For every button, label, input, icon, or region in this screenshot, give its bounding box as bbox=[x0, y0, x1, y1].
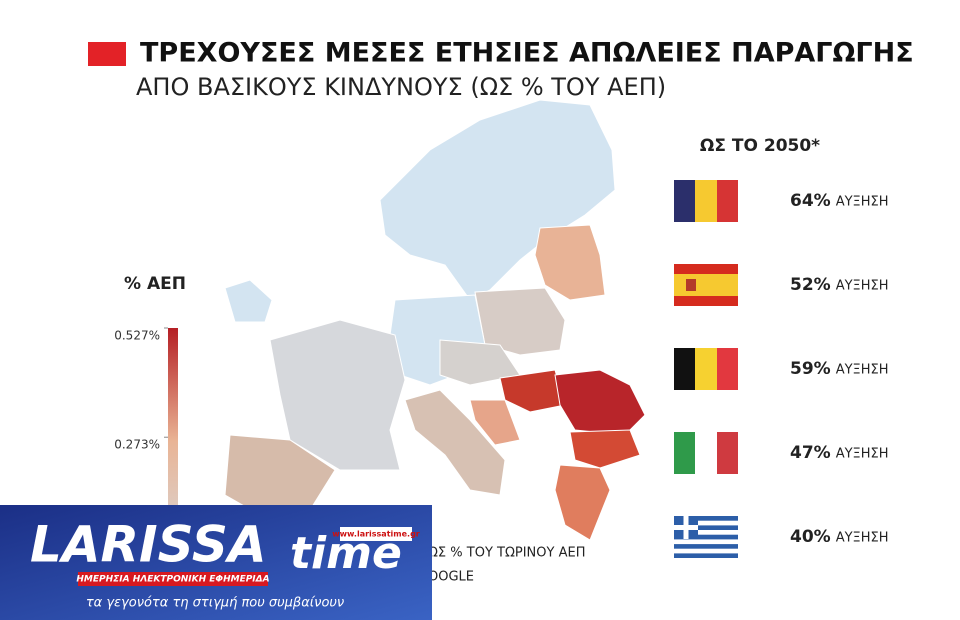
colorbar-ramp bbox=[168, 328, 178, 555]
increase-text: ΑΥΞΗΣΗ bbox=[836, 531, 889, 546]
url-box bbox=[340, 527, 412, 541]
footnote: ΩΣ % ΤΟΥ ΤΩΡΙΝΟΥ ΑΕΠ bbox=[428, 546, 585, 561]
title: ΤΡΕΧΟΥΣΕΣ ΜΕΣΕΣ ΕΤΗΣΙΕΣ ΑΠΩΛΕΙΕΣ ΠΑΡΑΓΩΓ… bbox=[140, 38, 914, 69]
legend-title: % ΑΕΠ bbox=[124, 274, 186, 294]
increase-text: ΑΥΞΗΣΗ bbox=[836, 195, 889, 210]
baltics bbox=[534, 224, 606, 301]
flag-greece bbox=[674, 516, 738, 558]
logo-slogan: τα γεγονότα τη στιγμή που συμβαίνουν bbox=[86, 596, 344, 611]
czechia-austria bbox=[439, 339, 521, 386]
increase-value: 47% bbox=[790, 443, 831, 463]
logo-name: LARISSA bbox=[30, 516, 267, 574]
greece bbox=[554, 464, 611, 541]
title-marker bbox=[88, 42, 126, 66]
colorbar-tick-label: 0.273% bbox=[114, 438, 160, 452]
logo: LARISSA time www.larissatime.gr ΗΜΕΡΗΣΙΑ… bbox=[0, 505, 432, 620]
flag-romania bbox=[674, 180, 738, 222]
logo-background bbox=[0, 505, 432, 620]
hungary bbox=[499, 369, 566, 413]
bulgaria bbox=[569, 429, 641, 469]
colorbar-tick-label: 0.527% bbox=[114, 329, 160, 343]
croatia bbox=[469, 399, 521, 446]
increase-text: ΑΥΞΗΣΗ bbox=[836, 279, 889, 294]
footnote-source: OOGLE bbox=[428, 570, 474, 585]
logo-tagline: ΗΜΕΡΗΣΙΑ ΗΛΕΚΤΡΟΝΙΚΗ ΕΦΗΜΕΡΙΔΑ bbox=[76, 575, 269, 585]
subtitle: ΑΠΟ ΒΑΣΙΚΟΥΣ ΚΙΝΔΥΝΟΥΣ (ΩΣ % ΤΟΥ ΑΕΠ) bbox=[136, 73, 666, 101]
ireland bbox=[224, 279, 273, 323]
increase-value: 40% bbox=[790, 527, 831, 547]
increase-text: ΑΥΞΗΣΗ bbox=[836, 447, 889, 462]
tagline-box bbox=[78, 572, 268, 586]
increase-value: 59% bbox=[790, 359, 831, 379]
increase-value: 52% bbox=[790, 275, 831, 295]
increase-value: 64% bbox=[790, 191, 831, 211]
flag-spain bbox=[674, 264, 738, 306]
colorbar: 0.527% 0.273% bbox=[114, 327, 178, 555]
map bbox=[224, 99, 646, 541]
projection-labels: 64% ΑΥΞΗΣΗ 52% ΑΥΞΗΣΗ 59% ΑΥΞΗΣΗ 47% ΑΥΞΗΣΗ 40% Α… bbox=[790, 191, 889, 547]
flag-belgium bbox=[674, 348, 738, 390]
romania bbox=[554, 369, 646, 436]
increase-text: ΑΥΞΗΣΗ bbox=[836, 363, 889, 378]
italy bbox=[404, 389, 506, 496]
logo-url: www.larissatime.gr bbox=[332, 530, 420, 539]
flag-italy bbox=[674, 432, 738, 474]
france bbox=[269, 319, 406, 471]
projection-title: ΩΣ ΤΟ 2050* bbox=[700, 136, 820, 156]
